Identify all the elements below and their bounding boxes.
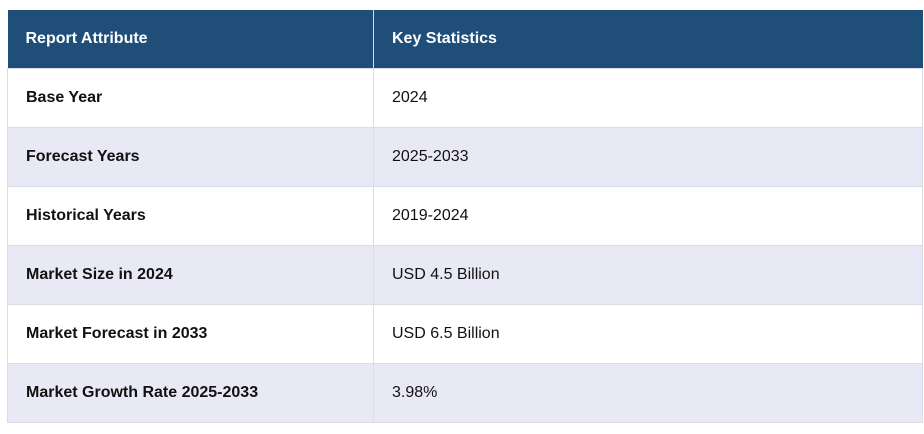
row-attribute: Market Growth Rate 2025-2033 <box>7 362 374 423</box>
table-row: Market Size in 2024 USD 4.5 Billion <box>7 244 923 305</box>
row-value: USD 6.5 Billion <box>373 303 923 364</box>
table-row: Base Year 2024 <box>7 67 923 128</box>
table-row: Market Growth Rate 2025-2033 3.98% <box>7 362 923 423</box>
header-report-attribute: Report Attribute <box>7 10 374 68</box>
row-attribute: Historical Years <box>7 185 374 246</box>
row-attribute: Base Year <box>7 67 374 128</box>
row-value: 2019-2024 <box>373 185 923 246</box>
row-value: 2025-2033 <box>373 126 923 187</box>
table-row: Market Forecast in 2033 USD 6.5 Billion <box>7 303 923 364</box>
row-value: 3.98% <box>373 362 923 423</box>
report-attributes-table: Report Attribute Key Statistics Base Yea… <box>7 10 923 423</box>
row-attribute: Market Size in 2024 <box>7 244 374 305</box>
report-table-container: Report Attribute Key Statistics Base Yea… <box>7 10 923 423</box>
table-header-row: Report Attribute Key Statistics <box>7 10 923 68</box>
row-attribute: Market Forecast in 2033 <box>7 303 374 364</box>
table-row: Forecast Years 2025-2033 <box>7 126 923 187</box>
header-key-statistics: Key Statistics <box>373 10 923 68</box>
row-value: USD 4.5 Billion <box>373 244 923 305</box>
row-attribute: Forecast Years <box>7 126 374 187</box>
table-row: Historical Years 2019-2024 <box>7 185 923 246</box>
row-value: 2024 <box>373 67 923 128</box>
